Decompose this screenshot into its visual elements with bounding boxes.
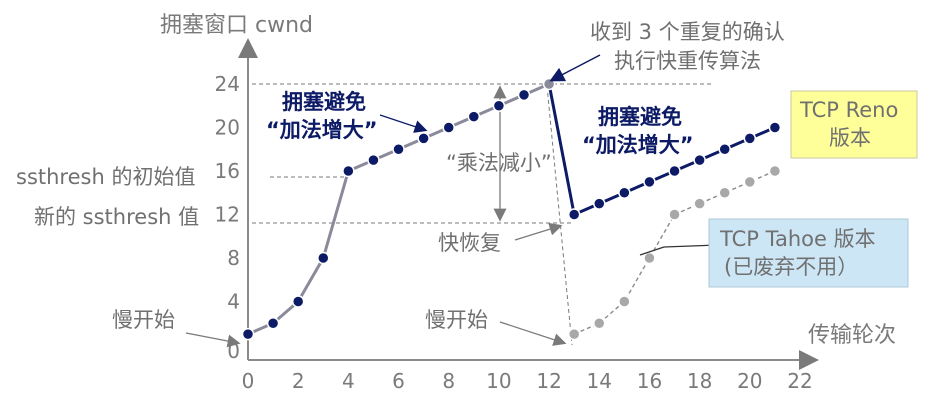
shared-point [442,121,455,134]
tahoe-legend-line2: (已废弃不用） [724,255,858,279]
shared-point [241,327,255,341]
y-axis-title: 拥塞窗口 cwnd [160,13,313,38]
reno-point [693,153,706,167]
shared-point [342,164,355,178]
shared-point [392,143,405,156]
reno-point [593,197,606,210]
slow-start-label-1: 慢开始 [112,308,175,332]
tahoe-legend-line1: TCP Tahoe 版本 [719,227,876,251]
shared-point [517,88,531,102]
y-tick-label: 4 [227,290,240,314]
x-tick-label: 10 [486,369,511,393]
series-tahoe-line [573,170,776,335]
shared-point [266,317,280,330]
x-tick-label: 20 [737,369,762,393]
reno-point [668,164,681,178]
x-tick-label: 14 [587,369,612,393]
shared-point [367,153,380,167]
y-tick-label: 16 [215,159,240,183]
reno-legend-line1: TCP Reno [799,98,898,122]
reno-point [643,175,656,189]
x-tick-label: 2 [292,369,305,393]
reno-legend-line2: 版本 [829,126,871,150]
congestion-avoid-2-line2: “加法增大” [582,133,694,157]
shared-point [317,251,330,265]
tahoe-point [567,327,581,341]
y-tick-label: 20 [215,116,240,140]
fast-recovery-label: 快恢复 [438,231,501,255]
x-tick-label: 8 [442,369,455,393]
ssthresh-new-label: 新的 ssthresh 值 [34,205,199,229]
reno-drop-line [547,83,576,215]
x-tick-label: 4 [342,369,355,393]
guide-lines [252,83,712,346]
three-ack-line2: 执行快重传算法 [614,49,761,73]
x-tick-label: 16 [637,369,662,393]
y-tick-label: 24 [215,72,240,96]
tahoe-point [693,197,706,210]
slow-start-label-2: 慢开始 [425,308,488,332]
congestion-avoid-1-line1: 拥塞避免 [282,90,366,114]
reno-point [618,186,631,199]
tahoe-point [593,317,606,330]
shared-point [417,132,430,145]
shared-point [492,99,506,112]
tahoe-point [768,164,782,178]
congestion-avoid-2-line1: 拥塞避免 [598,105,682,129]
reno-point [567,208,581,221]
tahoe-point [618,295,631,308]
congestion-avoid-1-line2: “加法增大” [266,118,378,142]
x-axis-title: 传输轮次 [808,323,896,348]
three-ack-line1: 收到 3 个重复的确认 [590,20,785,44]
x-tick-label: 12 [536,369,561,393]
tahoe-point [718,186,731,199]
reno-point [718,143,731,156]
shared-point [291,295,305,308]
x-tick-label: 0 [242,369,255,393]
x-tick-label: 22 [787,369,812,393]
y-tick-label: 12 [215,203,240,227]
shared-point [467,110,481,123]
x-tick-label: 18 [687,369,712,393]
data-points [241,77,782,341]
tahoe-point [743,175,757,189]
annotation-pointers [185,54,719,348]
reno-point [768,121,782,134]
tahoe-point [643,251,656,265]
x-tick-label: 6 [392,369,405,393]
reno-legend-box: TCP Reno 版本 [790,90,918,159]
reno-point [743,132,757,145]
y-tick-label: 8 [227,246,240,270]
tahoe-point [668,208,681,221]
mult-dec-label: “乘法减小” [446,151,552,175]
ssthresh-init-label: ssthresh 的初始值 [16,165,195,189]
tahoe-legend-box: TCP Tahoe 版本 (已废弃不用） [708,218,909,288]
